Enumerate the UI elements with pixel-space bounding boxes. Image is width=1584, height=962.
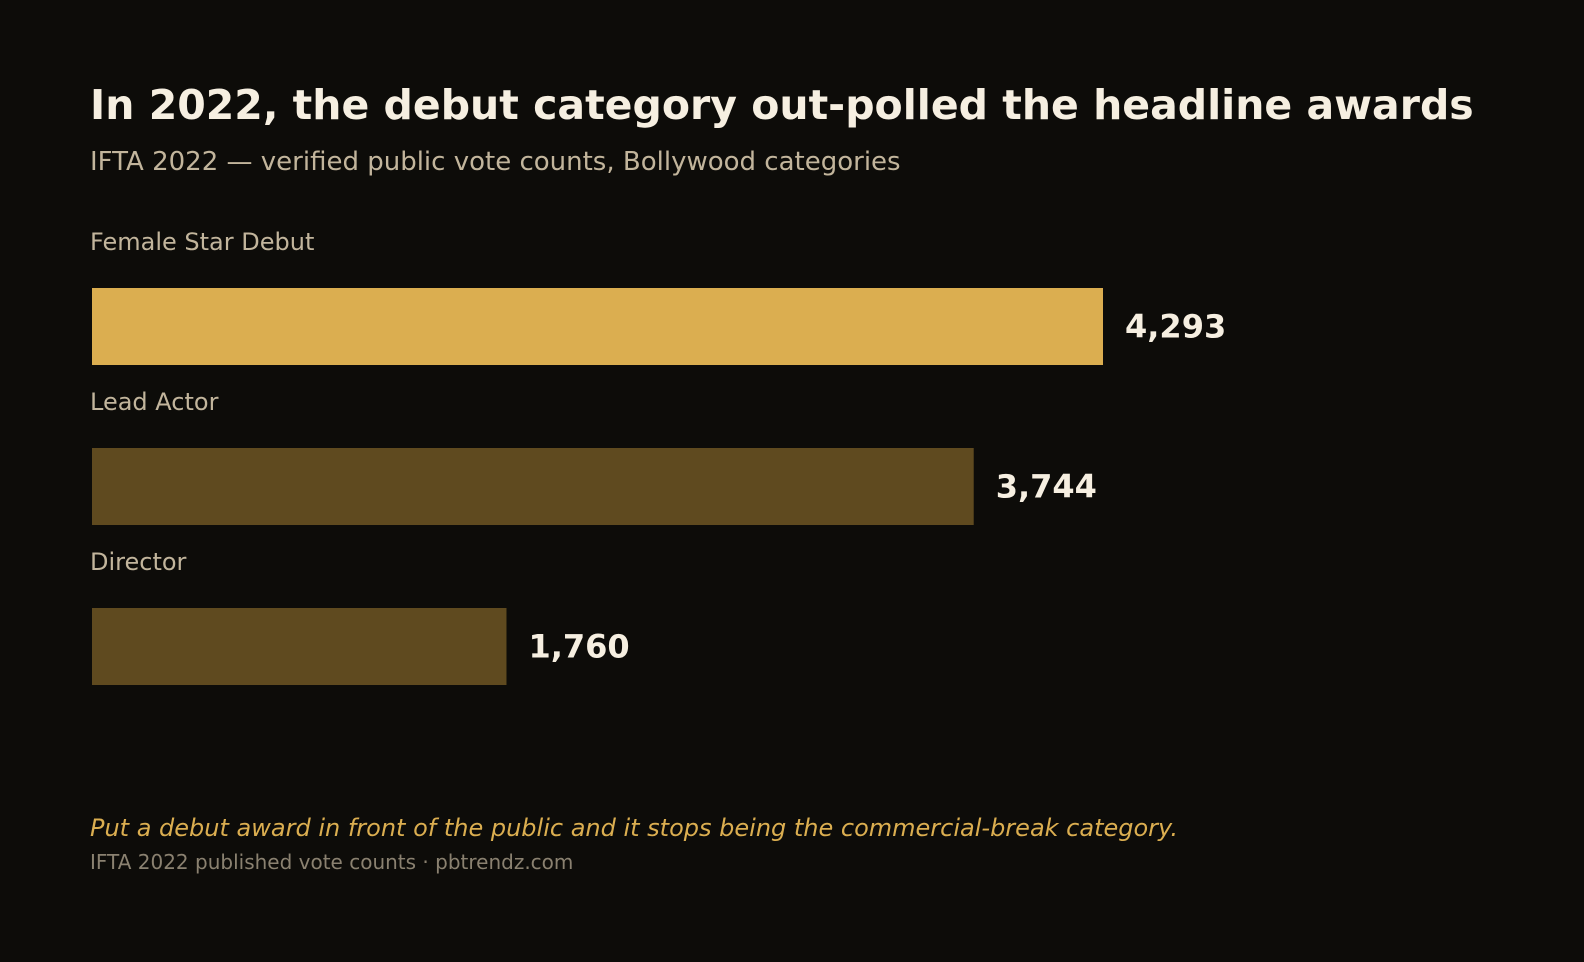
bar: [92, 288, 1103, 365]
bar: [92, 608, 507, 685]
chart-title: In 2022, the debut category out-polled t…: [90, 81, 1474, 129]
category-label: Director: [90, 548, 187, 576]
chart-subtitle: IFTA 2022 — verified public vote counts,…: [90, 147, 901, 177]
value-label: 4,293: [1125, 308, 1226, 346]
value-label: 3,744: [996, 468, 1097, 506]
bar-chart: Female Star Debut 4,293 Lead Actor 3,744 Dir…: [90, 228, 1226, 685]
bar: [92, 448, 974, 525]
annotation-text: Put a debut award in front of the public…: [90, 814, 1179, 842]
category-label: Female Star Debut: [90, 228, 314, 256]
value-label: 1,760: [528, 628, 629, 666]
source-note: IFTA 2022 published vote counts · pbtren…: [90, 850, 574, 874]
category-label: Lead Actor: [90, 388, 219, 416]
